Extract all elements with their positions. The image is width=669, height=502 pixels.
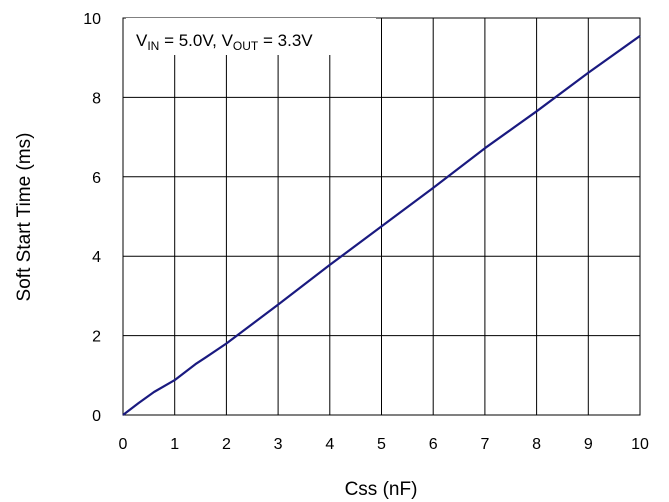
y-tick-label: 0 (92, 408, 101, 425)
y-tick-label: 8 (92, 90, 101, 107)
x-tick-label: 8 (532, 436, 541, 453)
x-tick-label: 4 (325, 436, 334, 453)
x-tick-label: 10 (631, 436, 649, 453)
series-group (122, 35, 641, 416)
y-tick-label: 4 (92, 249, 101, 266)
plot-frame (122, 17, 641, 416)
x-tick-label: 0 (119, 436, 128, 453)
x-tick-label: 7 (480, 436, 489, 453)
y-axis-label: Soft Start Time (ms) (14, 133, 35, 302)
x-tick-label: 3 (274, 436, 283, 453)
x-tick-label: 2 (222, 436, 231, 453)
x-tick-label: 1 (170, 436, 179, 453)
annotation-box (126, 18, 376, 55)
x-tick-label: 6 (429, 436, 438, 453)
x-tick-label: 5 (377, 436, 386, 453)
annotation: VIN = 5.0V, VOUT = 3.3V (136, 31, 313, 53)
x-tick-labels: 0 1 2 3 4 5 6 7 8 9 10 (119, 436, 649, 453)
grid (123, 18, 640, 415)
y-tick-label: 10 (83, 11, 101, 28)
y-tick-labels: 0 2 4 6 8 10 (83, 11, 101, 425)
x-axis-label: Css (nF) (345, 479, 418, 500)
y-tick-label: 2 (92, 329, 101, 346)
x-tick-label: 9 (584, 436, 593, 453)
series-line-0 (122, 35, 641, 416)
y-tick-label: 6 (92, 170, 101, 187)
